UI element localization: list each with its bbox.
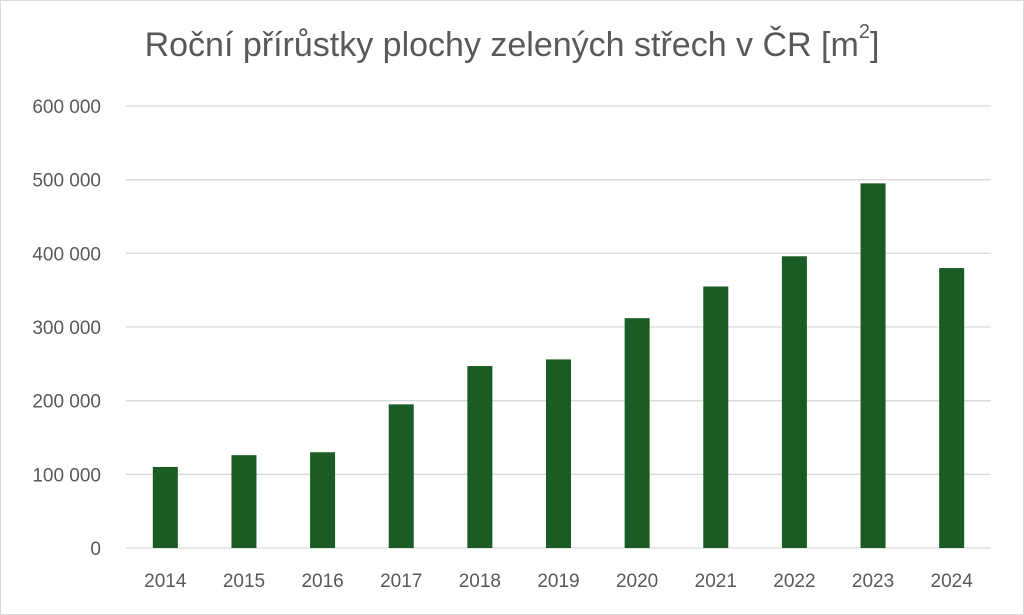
x-tick-label: 2022 (773, 571, 815, 592)
x-tick-label: 2018 (459, 571, 501, 592)
bar-2017 (388, 404, 414, 548)
x-tick-label: 2021 (695, 571, 737, 592)
y-axis-ticks: 0 100 000 200 000 300 000 400 000 500 000 600 … (32, 97, 101, 560)
x-tick-label: 2014 (144, 571, 187, 592)
bar-2015 (231, 455, 257, 548)
bars (152, 183, 965, 548)
x-axis-ticks: 2014 2015 2016 2017 2018 2019 2020 2021 2022 2023… (144, 571, 973, 592)
y-tick-label: 100 000 (32, 465, 101, 486)
x-tick-label: 2016 (301, 571, 343, 592)
chart-title-main: Roční přírůstky plochy zelených střech v… (144, 26, 859, 64)
chart-title: Roční přírůstky plochy zelených střech v… (0, 21, 1024, 65)
x-tick-label: 2024 (931, 571, 974, 592)
bar-2016 (310, 452, 336, 548)
bar-2023 (860, 183, 886, 548)
bar-2019 (546, 359, 571, 548)
chart-title-superscript: 2 (858, 20, 870, 43)
bar-2021 (703, 286, 729, 548)
x-tick-label: 2019 (537, 571, 579, 592)
y-tick-label: 200 000 (32, 392, 101, 413)
x-tick-label: 2023 (852, 571, 894, 592)
y-tick-label: 600 000 (32, 97, 101, 118)
bar-2022 (781, 256, 807, 548)
y-tick-label: 0 (90, 539, 101, 560)
x-tick-label: 2015 (223, 571, 265, 592)
chart-title-end: ] (869, 26, 880, 64)
x-tick-label: 2017 (380, 571, 422, 592)
y-tick-label: 400 000 (32, 244, 101, 265)
y-tick-label: 300 000 (32, 318, 101, 339)
x-tick-label: 2020 (616, 571, 658, 592)
bar-2020 (624, 318, 650, 548)
bar-2018 (467, 366, 493, 548)
y-tick-label: 500 000 (32, 171, 101, 192)
bar-2024 (939, 268, 965, 548)
bar-2014 (152, 466, 178, 548)
